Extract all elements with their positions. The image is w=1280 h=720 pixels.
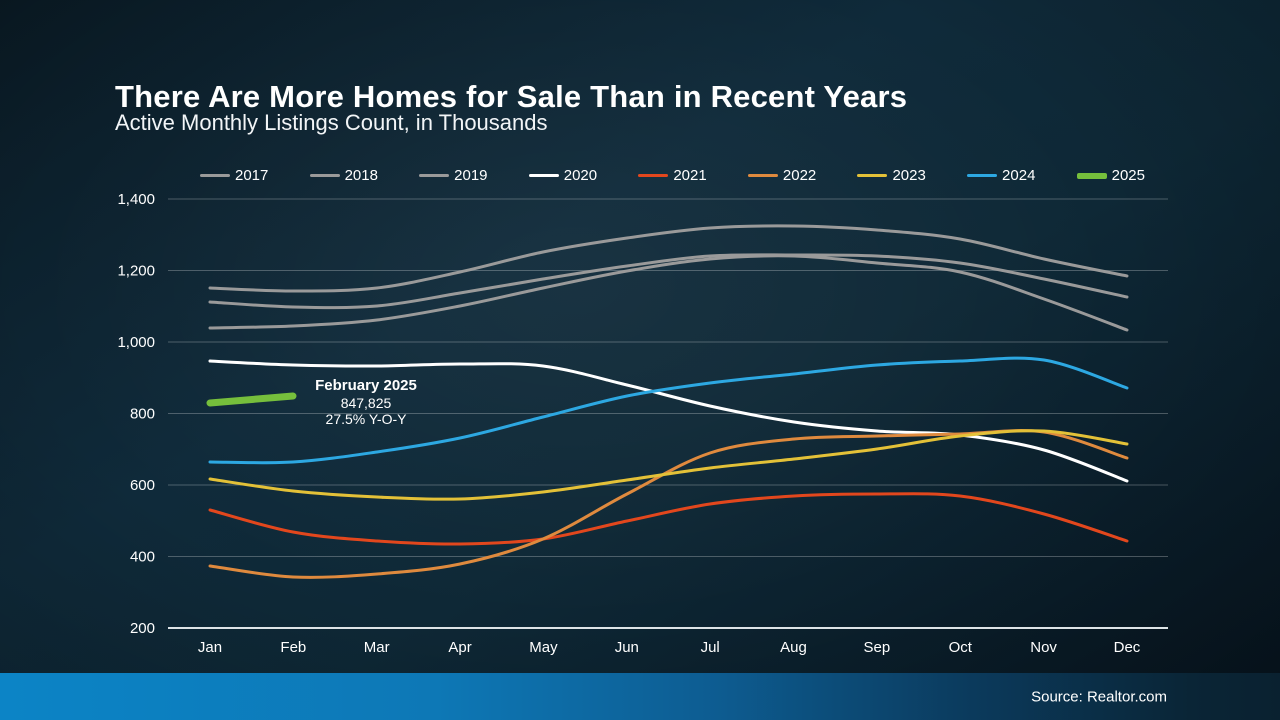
legend-swatch-2024 [967,174,998,177]
february-2025-annotation: February 2025 847,825 27.5% Y-O-Y [299,377,433,428]
page-title: There Are More Homes for Sale Than in Re… [115,78,908,114]
annotation-yoy: 27.5% Y-O-Y [325,411,407,428]
chart-legend: 2017 2018 2019 2020 2021 2022 2023 2024 2025 [200,167,1145,184]
x-tick-Apr: Apr [448,639,471,656]
legend-swatch-2018 [309,174,340,177]
series-line-2021 [208,492,1129,546]
legend-label-2017: 2017 [235,167,269,184]
y-tick-1,200: 1,200 [117,263,155,280]
legend-item-2025: 2025 [1076,167,1145,184]
legend-item-2022: 2022 [747,167,817,184]
series-line-2017 [208,224,1129,293]
x-tick-Dec: Dec [1114,639,1141,656]
legend-item-2017: 2017 [200,167,268,184]
source-attribution: Source: Realtor.com [1031,688,1167,705]
legend-swatch-2020 [528,174,559,177]
chart-subtitle: Active Monthly Listings Count, in Thousa… [115,110,548,135]
x-tick-Mar: Mar [364,639,390,656]
x-tick-Oct: Oct [949,639,973,656]
series-line-2019 [208,254,1129,332]
x-tick-Aug: Aug [780,639,807,656]
y-tick-1,000: 1,000 [117,334,155,351]
annotation-value: 847,825 [340,394,392,411]
x-tick-Sep: Sep [864,639,891,656]
x-tick-Nov: Nov [1030,639,1057,656]
x-tick-Jan: Jan [198,639,222,656]
legend-swatch-2025 [1076,172,1107,179]
legend-label-2022: 2022 [782,167,817,184]
series-line-2023 [208,429,1129,501]
legend-label-2024: 2024 [1002,167,1036,184]
legend-swatch-2023 [857,174,888,177]
legend-swatch-2021 [638,174,669,177]
series-line-2022 [208,429,1129,579]
legend-swatch-2017 [200,174,230,177]
legend-label-2023: 2023 [892,167,926,184]
legend-item-2019: 2019 [419,167,488,184]
legend-label-2019: 2019 [454,167,488,184]
legend-item-2020: 2020 [528,167,598,184]
legend-item-2018: 2018 [309,167,378,184]
legend-label-2018: 2018 [344,167,378,184]
footer-bar: Source: Realtor.com [0,673,1280,720]
legend-swatch-2019 [419,174,450,177]
y-tick-200: 200 [130,620,155,637]
series-line-2018 [208,253,1129,310]
annotation-title: February 2025 [315,377,417,394]
series-line-2025 [206,392,297,407]
y-tick-400: 400 [130,549,155,566]
legend-item-2021: 2021 [638,167,707,184]
y-tick-600: 600 [130,477,155,494]
x-tick-May: May [529,639,558,656]
y-tick-1,400: 1,400 [117,191,155,208]
x-tick-Jun: Jun [615,639,639,656]
x-tick-Jul: Jul [701,639,720,656]
y-tick-800: 800 [130,406,155,423]
legend-label-2021: 2021 [673,167,707,184]
legend-label-2025: 2025 [1111,167,1145,184]
legend-item-2024: 2024 [967,167,1035,184]
x-tick-Feb: Feb [280,639,306,656]
series-line-2024 [208,356,1129,465]
legend-swatch-2022 [747,174,778,177]
legend-label-2020: 2020 [563,167,598,184]
legend-item-2023: 2023 [857,167,926,184]
